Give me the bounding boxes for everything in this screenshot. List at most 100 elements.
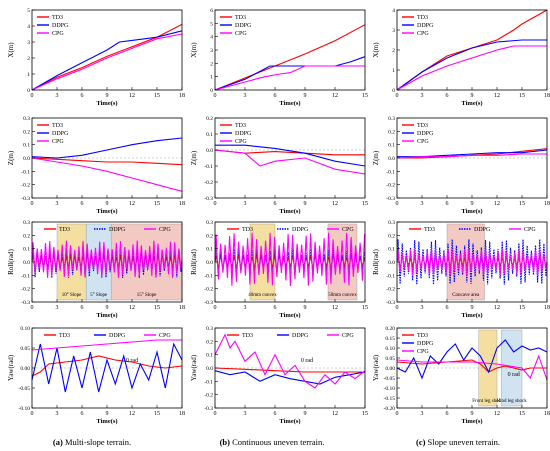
y-tick-label: 2 xyxy=(210,61,213,67)
x-axis-label: Time(s) xyxy=(279,418,300,425)
x-tick-label: 18 xyxy=(179,411,185,417)
y-tick-label: -0.3 xyxy=(21,196,30,202)
legend-label: TD3 xyxy=(242,227,253,233)
legend: TD3 DDPG CPG xyxy=(37,15,69,37)
x-tick-label: 0 xyxy=(31,305,34,311)
legend-label: CPG xyxy=(524,227,536,233)
y-tick-label: 0 xyxy=(210,88,213,94)
y-tick-label: -0.2 xyxy=(386,287,395,293)
legend-label: TD3 xyxy=(424,227,435,233)
y-tick-label: 0.2 xyxy=(23,129,30,135)
y-tick-label: 0.0 xyxy=(23,260,30,266)
x-tick-label: 9 xyxy=(304,93,307,99)
y-tick-label: -0.2 xyxy=(386,183,395,189)
legend: TD3 DDPG CPG xyxy=(402,333,434,355)
y-axis-label: Yaw(rad) xyxy=(372,354,380,381)
legend-label: DDPG xyxy=(52,23,69,29)
y-tick-label: 0.00 xyxy=(385,366,395,372)
y-tick-label: 0.1 xyxy=(388,143,395,149)
y-tick-label: 0.3 xyxy=(23,220,30,226)
x-axis-label: Time(s) xyxy=(461,208,482,215)
legend-label: DDPG xyxy=(417,23,434,29)
y-tick-label: 5 xyxy=(210,21,213,27)
legend: TD3 DDPG CPG xyxy=(227,227,354,233)
y-tick-label: 1 xyxy=(210,75,213,81)
chart-z-b: 0 3 6 9 12 15 Time(s) -0.3 -0.2 -0.1 0.0 0.1 0.2 Z(m)… xyxy=(190,116,368,215)
x-tick-label: 3 xyxy=(56,305,59,311)
y-tick-label: -0.1 xyxy=(204,273,213,279)
y-tick-label: 0.00 xyxy=(20,366,30,372)
chart-roll-b: 40mm convex 50mm convex 0 3 6 9 12 15 Time(s) -0.… xyxy=(190,220,368,319)
legend-label: CPG xyxy=(159,333,171,339)
x-tick-label: 18 xyxy=(544,201,550,207)
x-tick-label: 9 xyxy=(471,93,474,99)
annotation-label: 0 rad xyxy=(301,358,313,364)
y-tick-label: -0.1 xyxy=(386,273,395,279)
caption-text: Slope uneven terrain. xyxy=(425,437,500,447)
y-tick-label: 0.0 xyxy=(206,366,213,372)
x-tick-label: 9 xyxy=(304,305,307,311)
series-cpg xyxy=(396,248,548,276)
annotation-label: 0 rad xyxy=(508,372,520,378)
legend-label: TD3 xyxy=(235,15,246,21)
legend-label: DDPG xyxy=(109,333,126,339)
y-tick-label: -0.3 xyxy=(21,300,30,306)
x-tick-label: 9 xyxy=(471,201,474,207)
x-tick-label: 6 xyxy=(81,93,84,99)
y-tick-label: -0.15 xyxy=(384,396,396,402)
y-tick-label: 2 xyxy=(392,48,395,54)
y-tick-label: 0.2 xyxy=(23,233,30,239)
caption-text: Continuous uneven terrain. xyxy=(230,437,324,447)
x-tick-label: 12 xyxy=(129,201,135,207)
y-tick-label: 5 xyxy=(27,8,30,14)
y-axis-label: Roll(rad) xyxy=(190,249,198,275)
caption-text: Multi-slope terrain. xyxy=(63,437,131,447)
region-label: 50mm convex xyxy=(328,293,357,298)
series-cpg xyxy=(396,354,548,381)
y-axis-label: Roll(rad) xyxy=(372,249,380,275)
series-td3 xyxy=(214,367,365,373)
x-tick-label: 0 xyxy=(396,411,399,417)
x-tick-label: 0 xyxy=(31,93,34,99)
y-tick-label: -0.2 xyxy=(204,393,213,399)
legend-label: CPG xyxy=(342,333,354,339)
legend: TD3 DDPG CPG xyxy=(37,123,69,145)
chart-yaw-b: 0 3 6 9 12 15 Time(s) -0.3 -0.2 -0.1 0.0 0.1 0.2 0.3 Y… xyxy=(190,326,368,425)
x-tick-label: 18 xyxy=(179,93,185,99)
x-tick-label: 12 xyxy=(332,201,338,207)
x-tick-label: 0 xyxy=(31,411,34,417)
y-tick-label: 0.2 xyxy=(206,116,213,122)
series-cpg xyxy=(214,65,365,91)
y-tick-label: 0.3 xyxy=(206,220,213,226)
legend-label: TD3 xyxy=(242,333,253,339)
y-tick-label: -0.3 xyxy=(386,196,395,202)
x-tick-label: 6 xyxy=(274,411,277,417)
chart-roll-c: Concave area 0 3 6 9 12 15 18 Time(s) -0.3 -0.2 -0.… xyxy=(372,220,550,319)
x-tick-label: 0 xyxy=(214,305,217,311)
x-axis-label: Time(s) xyxy=(461,100,482,107)
x-tick-label: 6 xyxy=(81,305,84,311)
y-tick-label: 0.10 xyxy=(20,326,30,332)
x-axis-label: Time(s) xyxy=(279,100,300,107)
y-tick-label: 0.1 xyxy=(23,143,30,149)
y-axis-label: Yaw(rad) xyxy=(7,354,15,381)
x-tick-label: 15 xyxy=(154,305,160,311)
y-tick-label: 3 xyxy=(392,28,395,34)
x-tick-label: 12 xyxy=(494,201,500,207)
legend-label: TD3 xyxy=(417,333,428,339)
x-tick-label: 18 xyxy=(544,93,550,99)
y-tick-label: 0.0 xyxy=(388,156,395,162)
y-axis-label: X(m) xyxy=(7,42,15,58)
y-tick-label: -0.05 xyxy=(384,376,396,382)
y-tick-label: 0.05 xyxy=(385,356,395,362)
y-tick-label: -0.3 xyxy=(204,406,213,412)
legend-label: CPG xyxy=(417,31,429,37)
legend: TD3 DDPG CPG xyxy=(402,123,434,145)
y-tick-label: 4 xyxy=(210,35,213,41)
y-tick-label: 4 xyxy=(392,8,395,14)
y-tick-label: 0.1 xyxy=(388,247,395,253)
y-tick-label: -0.05 xyxy=(19,386,31,392)
x-tick-label: 15 xyxy=(154,411,160,417)
plot-frame xyxy=(214,9,366,91)
